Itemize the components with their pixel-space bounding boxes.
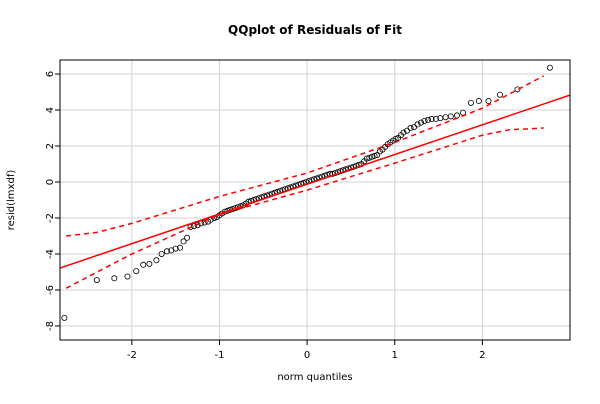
point (447, 113, 454, 120)
y-tick-label: -4 (45, 249, 56, 259)
point (418, 119, 425, 126)
point (485, 98, 492, 105)
point (177, 244, 184, 251)
point (368, 153, 375, 160)
y-tick-label: 2 (45, 143, 56, 149)
y-tick-label: 0 (45, 179, 56, 185)
point (353, 162, 360, 169)
point (184, 234, 191, 241)
point (340, 167, 347, 174)
point (414, 121, 421, 128)
point (496, 91, 503, 98)
x-tick-label: -1 (214, 350, 224, 361)
point (442, 114, 449, 121)
point (93, 277, 100, 284)
point (146, 260, 153, 267)
point (61, 314, 68, 321)
point (191, 223, 198, 230)
point (172, 245, 179, 252)
point (355, 161, 362, 168)
point (400, 129, 407, 136)
point (111, 275, 118, 282)
point (332, 170, 339, 177)
point (467, 99, 474, 106)
point (425, 116, 432, 123)
point (371, 152, 378, 159)
reference-line (60, 94, 570, 269)
x-tick-label: -2 (127, 350, 137, 361)
plot-frame (59, 59, 571, 341)
point (411, 124, 418, 131)
point (158, 250, 165, 257)
point (329, 170, 336, 177)
confidence-band (66, 75, 545, 237)
point (475, 98, 482, 105)
y-axis-label: resid(lmxdf) (6, 170, 17, 231)
point (546, 64, 553, 71)
point (363, 155, 370, 162)
point (140, 261, 147, 268)
confidence-band (65, 127, 544, 289)
point (334, 169, 341, 176)
x-axis-label: norm quantiles (277, 372, 352, 383)
y-tick-label: -8 (45, 321, 56, 331)
point (337, 168, 344, 175)
point (350, 163, 357, 170)
y-tick-label: -2 (45, 213, 56, 223)
point (432, 116, 439, 123)
grid (60, 60, 570, 340)
point (124, 273, 131, 280)
point (342, 166, 349, 173)
chart-title: QQplot of Residuals of Fit (228, 23, 402, 37)
point (201, 219, 208, 226)
x-tick-label: 2 (479, 350, 485, 361)
point (345, 165, 352, 172)
point (407, 125, 414, 132)
y-tick-label: 6 (45, 71, 56, 77)
point (347, 164, 354, 171)
point (194, 222, 201, 229)
point (514, 86, 521, 93)
plot-area (60, 64, 570, 321)
point (133, 268, 140, 275)
x-tick-label: 1 (392, 350, 398, 361)
x-tick-label: 0 (304, 350, 310, 361)
point (163, 248, 170, 255)
point (421, 117, 428, 124)
point (366, 154, 373, 161)
point (180, 238, 187, 245)
y-tick-label: 4 (45, 107, 56, 113)
point (153, 257, 160, 264)
point (453, 112, 460, 119)
point (428, 116, 435, 123)
y-tick-label: -6 (45, 285, 56, 295)
